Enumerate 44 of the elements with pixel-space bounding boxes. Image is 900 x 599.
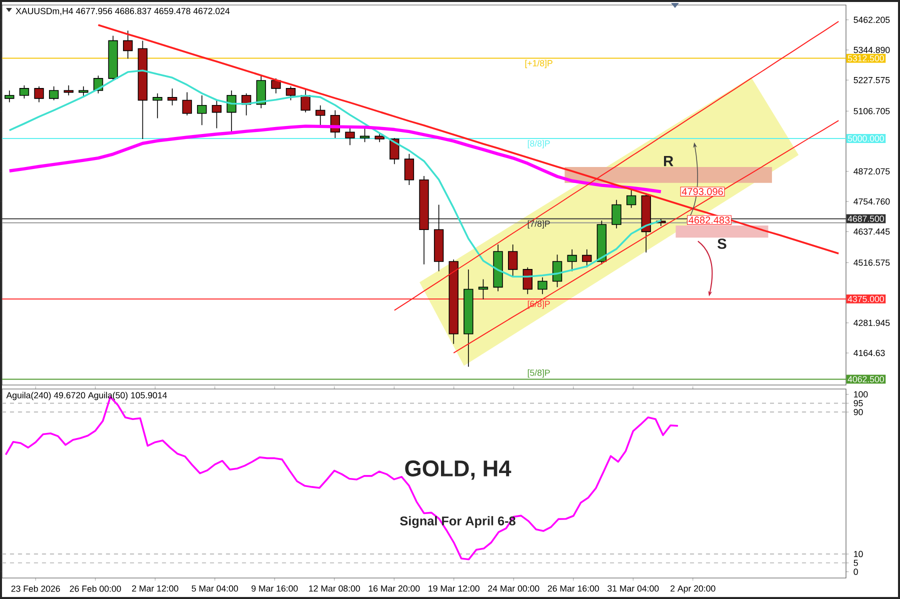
annotation: 4682.483	[688, 216, 730, 224]
y-tick-label: 4872.075	[854, 168, 890, 174]
x-tick-label: 26 Feb 00:00	[70, 585, 121, 592]
annotation: [+1/8]P	[525, 60, 552, 68]
ref-line-label: 4687.500	[848, 216, 884, 222]
x-tick-label: 5 Mar 04:00	[192, 585, 238, 592]
x-tick-label: 26 Mar 16:00	[548, 585, 599, 592]
x-tick-label: 24 Mar 00:00	[488, 585, 540, 592]
band-label: R	[664, 156, 674, 166]
band-label: S	[718, 238, 726, 249]
chart-title: Aguila(240) 49.6720 Aguila(50) 105.9014	[6, 392, 167, 400]
x-tick-label: 2 Apr 20:00	[670, 585, 716, 594]
x-tick-label: 23 Feb 2026	[11, 585, 60, 592]
annotation: 4793.096	[682, 188, 723, 196]
ref-line-label: 5000.000	[848, 135, 884, 142]
chart-title: XAUUSDm,H4 4677.956 4686.837 4659.478 4672.024	[16, 8, 230, 16]
annotation: GOLD, H4	[405, 460, 512, 480]
y-tick-label: 5344.890	[854, 46, 890, 54]
y-tick-label: 5106.705	[854, 108, 890, 114]
y-tick-label: 10	[854, 550, 863, 558]
y-tick-label: 4754.760	[854, 198, 890, 205]
y-tick-label: 4637.445	[854, 228, 890, 235]
ref-line-label: 4062.500	[848, 376, 884, 382]
annotation: [8/8]P	[528, 140, 550, 148]
y-tick-label: 5227.575	[854, 76, 890, 84]
y-tick-label: 5	[854, 560, 858, 566]
annotation: [7/8]P	[528, 220, 550, 229]
x-tick-label: 9 Mar 16:00	[252, 585, 298, 592]
annotation: [5/8]P	[528, 369, 550, 378]
y-tick-label: 0	[854, 568, 858, 575]
x-tick-label: 12 Mar 08:00	[309, 585, 360, 592]
y-tick-label: 90	[854, 408, 863, 416]
x-tick-label: 2 Mar 12:00	[132, 585, 178, 592]
ref-line-label: 4375.000	[848, 296, 884, 302]
ref-line-label: 5312.500	[848, 55, 884, 62]
y-tick-label: 4516.575	[854, 260, 890, 266]
y-tick-label: 5462.205	[854, 16, 890, 23]
y-tick-label: 4281.945	[854, 320, 890, 326]
x-tick-label: 31 Mar 04:00	[608, 585, 659, 592]
y-tick-label: 4164.63	[854, 350, 885, 356]
y-tick-label: 95	[854, 400, 863, 406]
y-tick-label: 100	[854, 391, 868, 398]
x-tick-label: 16 Mar 20:00	[368, 585, 420, 592]
x-tick-label: 19 Mar 12:00	[428, 585, 480, 592]
